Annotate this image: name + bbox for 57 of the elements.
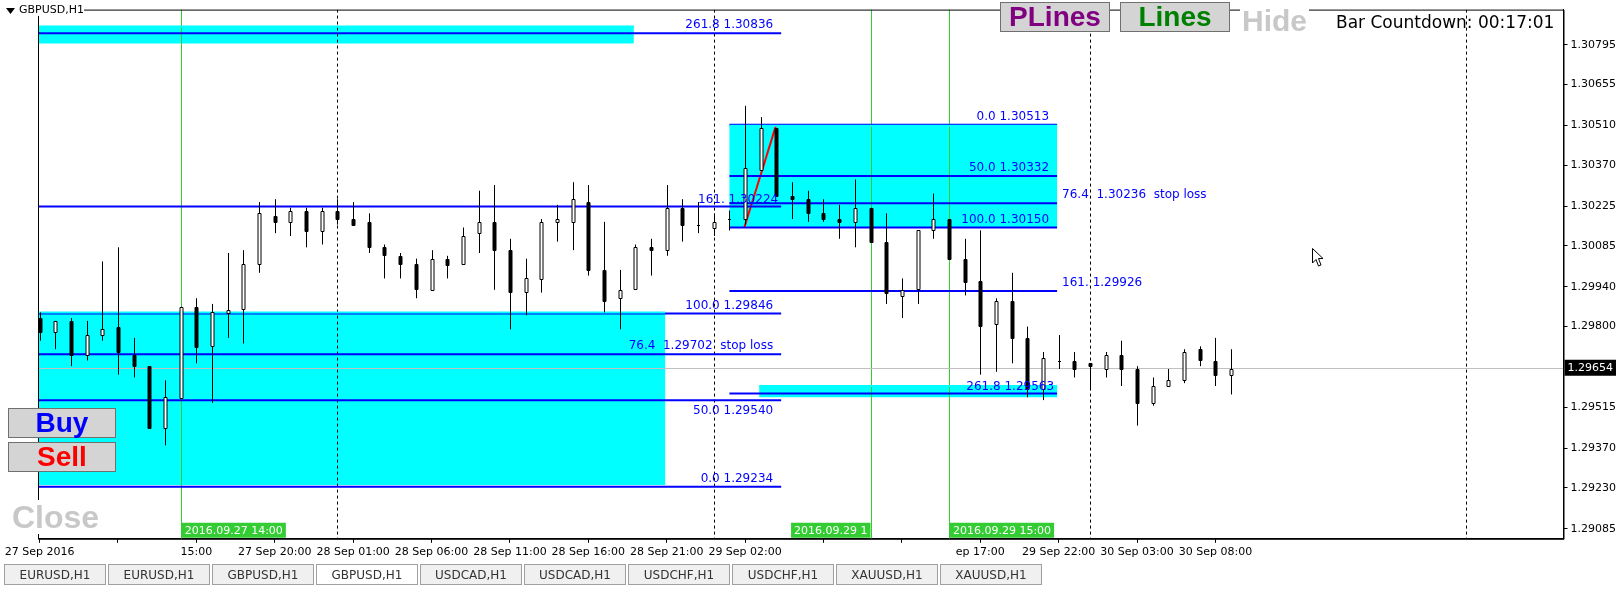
ref-line-label: 1.29654 [1567, 360, 1614, 374]
x-tick-label: 28 Sep 11:00 [473, 545, 547, 559]
y-tick-label: 1.29230 [1570, 480, 1617, 494]
annotation: 100.0 1.29846 [685, 297, 774, 312]
y-tick-label: 1.29800 [1570, 319, 1617, 333]
y-tick-label: 1.29940 [1570, 279, 1617, 293]
annotation: 50.0 1.29540 [693, 403, 774, 418]
candlestick [696, 201, 701, 234]
x-tick-label: 28 Sep 21:00 [629, 545, 704, 559]
ref-line-label: 2016.09.29 1 [794, 523, 868, 537]
annotation: 261.8 1.30836 [685, 17, 774, 32]
annotation: Buy [8, 407, 116, 438]
y-tick-label: 1.29085 [1570, 521, 1617, 535]
text: USDCHF,H1 [732, 564, 834, 585]
y-tick-label: 1.30370 [1570, 158, 1617, 172]
y-tick-label: 1.30795 [1570, 37, 1617, 51]
text: GBPUSD,H1 [316, 564, 418, 585]
y-tick-label: 1.30085 [1570, 238, 1617, 252]
text: EURUSD,H1 [108, 564, 210, 585]
annotation: 161. 1.29926 [1062, 274, 1143, 289]
ref-line-label: 2016.09.29 15:00 [952, 523, 1052, 537]
x-tick-label: 27 Sep 20:00 [238, 545, 312, 559]
candlestick [727, 210, 732, 231]
text: GBPUSD,H1 [212, 564, 314, 585]
x-tick-label: 30 Sep 08:00 [1178, 545, 1253, 559]
text: USDCAD,H1 [524, 564, 626, 585]
annotation: 0.0 1.30513 [976, 108, 1050, 123]
x-tick-label: 28 Sep 16:00 [551, 545, 626, 559]
annotation: 76.4 1.30236 stop loss [1062, 187, 1207, 202]
candlestick [1057, 334, 1062, 370]
chart-title: GBPUSD,H1 [19, 3, 84, 16]
y-tick-label: 1.30225 [1570, 199, 1617, 213]
y-tick-label: 1.30655 [1570, 77, 1617, 91]
annotation: 0.0 1.29234 [700, 470, 774, 485]
text: XAUUSD,H1 [940, 564, 1042, 585]
text: USDCHF,H1 [628, 564, 730, 585]
x-tick-label: 27 Sep 2016 [4, 545, 75, 559]
text: USDCAD,H1 [420, 564, 522, 585]
text: EURUSD,H1 [4, 564, 106, 585]
x-tick-label: ep 17:00 [955, 545, 1005, 559]
y-tick-label: 1.30510 [1570, 118, 1617, 132]
ref-line-label: 2016.09.27 14:00 [184, 523, 283, 537]
annotation: Bar Countdown: 00:17:01 [1336, 12, 1555, 32]
y-tick-label: 1.29370 [1570, 441, 1617, 455]
x-tick-label: 28 Sep 01:00 [316, 545, 390, 559]
annotation: Lines [1120, 1, 1230, 32]
x-tick-label: 30 Sep 03:00 [1100, 545, 1174, 559]
x-tick-label: 28 Sep 06:00 [394, 545, 469, 559]
annotation: 50.0 1.30332 [968, 160, 1050, 174]
annotation: 100.0 1.30150 [961, 211, 1050, 226]
annotation: PLines [1000, 1, 1110, 32]
y-tick-label: 1.29515 [1570, 400, 1617, 414]
annotation: Sell [8, 441, 116, 472]
x-tick-label: 15:00 [180, 545, 213, 559]
text: XAUUSD,H1 [836, 564, 938, 585]
x-tick-label: 29 Sep 22:00 [1021, 545, 1096, 559]
x-tick-label: 29 Sep 02:00 [708, 545, 782, 559]
